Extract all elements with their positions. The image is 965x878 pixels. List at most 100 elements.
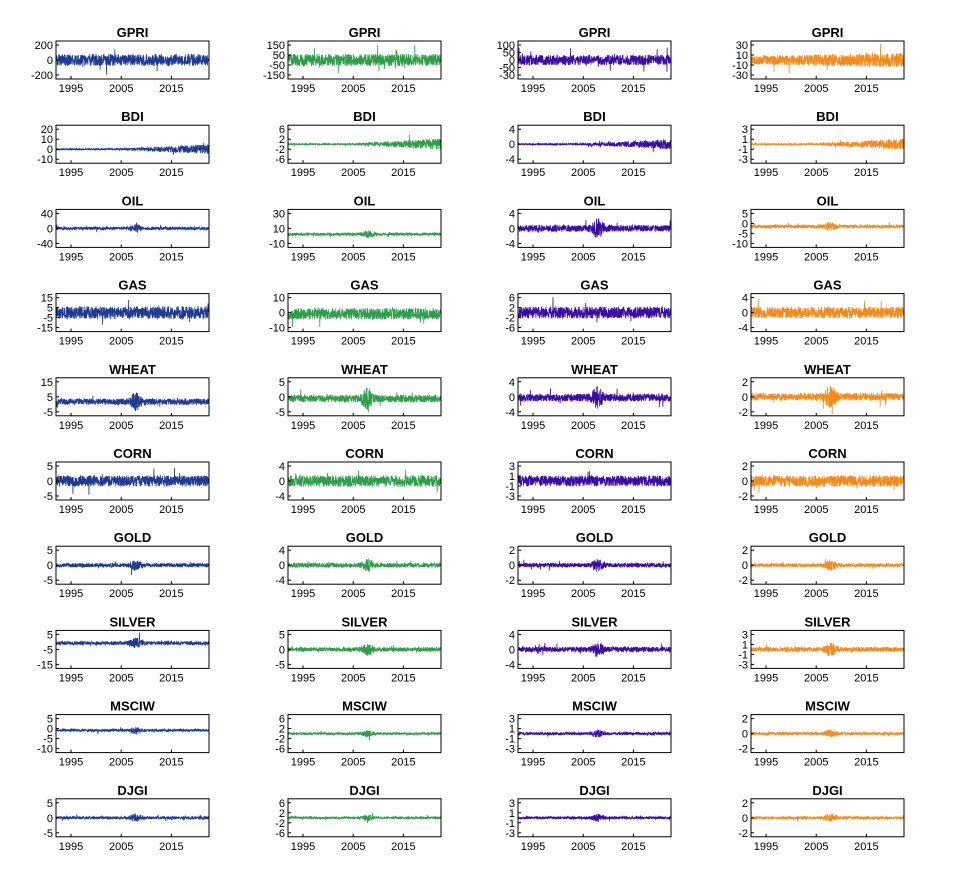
panel-corn-4: CORN 2 0 -2 1995 2005 2015 [738, 446, 905, 516]
y-tick-label: 0 [47, 724, 53, 736]
x-tick-label: 2005 [341, 83, 365, 95]
x-tick-label: 2005 [341, 841, 365, 853]
series-line [56, 467, 209, 495]
y-tick-label: 5 [742, 208, 748, 220]
panel-title: MSCIW [110, 699, 156, 714]
y-tick-label: -6 [505, 323, 515, 335]
y-tick-label: 10 [41, 134, 53, 146]
y-tick-label: 1 [509, 724, 515, 736]
y-tick-label: 40 [41, 208, 53, 220]
x-tick-label: 2015 [391, 251, 415, 263]
y-tick-label: 5 [279, 629, 285, 641]
series-line [518, 729, 671, 738]
panel-bdi-4: BDI 31-1-3 1995 2005 2015 [738, 109, 905, 179]
x-tick-label: 2005 [571, 672, 595, 684]
y-tick-label: -6 [275, 828, 285, 840]
x-tick-label: 2015 [391, 504, 415, 516]
x-tick-label: 2005 [804, 167, 828, 179]
x-tick-label: 1995 [521, 336, 545, 348]
panel-title: OIL [354, 193, 376, 208]
x-tick-label: 2015 [159, 757, 183, 769]
y-tick-label: 150 [267, 40, 285, 52]
y-tick-label: 0 [47, 223, 53, 235]
series-line [56, 142, 209, 155]
y-tick-label: 5 [47, 545, 53, 557]
y-tick-label: 2 [279, 808, 285, 820]
y-tick-label: -30 [732, 70, 748, 82]
series-line [56, 222, 209, 233]
series-line [288, 730, 441, 741]
panel-title: SILVER [572, 614, 619, 629]
x-tick-label: 2015 [391, 336, 415, 348]
series-line [518, 218, 671, 238]
x-tick-label: 2005 [109, 420, 133, 432]
y-tick-label: -5 [43, 644, 53, 656]
series-line [56, 392, 209, 412]
y-tick-label: -2 [738, 407, 748, 419]
x-tick-label: 2015 [854, 841, 878, 853]
y-tick-label: 4 [509, 124, 515, 136]
y-tick-label: -2 [738, 828, 748, 840]
y-tick-label: 0 [279, 392, 285, 404]
y-tick-label: -5 [43, 407, 53, 419]
y-tick-label: -10 [269, 238, 285, 250]
panel-gas-4: GAS 4 0 -4 1995 2005 2015 [738, 278, 905, 348]
y-tick-label: 6 [279, 124, 285, 136]
panel-title: WHEAT [571, 362, 618, 377]
y-tick-label: -4 [505, 154, 515, 166]
panel-title: GOLD [346, 530, 384, 545]
axes-frame [55, 293, 210, 333]
x-tick-label: 2015 [621, 336, 645, 348]
y-tick-label: 2 [279, 724, 285, 736]
x-tick-label: 1995 [754, 83, 778, 95]
panel-title: GPRI [349, 25, 381, 40]
series-line [56, 726, 209, 735]
x-tick-label: 2005 [341, 336, 365, 348]
x-tick-label: 2015 [159, 672, 183, 684]
y-tick-label: -6 [275, 154, 285, 166]
x-tick-label: 1995 [291, 588, 315, 600]
x-tick-label: 2005 [571, 757, 595, 769]
y-tick-label: 0 [742, 392, 748, 404]
y-tick-label: 15 [41, 377, 53, 389]
y-tick-label: 2 [742, 798, 748, 810]
x-tick-label: 2015 [621, 588, 645, 600]
y-tick-label: 15 [41, 293, 53, 305]
panel-title: CORN [575, 446, 613, 461]
y-tick-label: 4 [509, 629, 515, 641]
y-tick-label: 0 [279, 560, 285, 572]
y-tick-label: -15 [37, 323, 53, 335]
x-tick-label: 2015 [621, 420, 645, 432]
panel-title: GOLD [114, 530, 152, 545]
x-tick-label: 1995 [291, 420, 315, 432]
x-tick-label: 2015 [391, 420, 415, 432]
series-line [751, 729, 904, 738]
x-tick-label: 1995 [59, 420, 83, 432]
x-tick-label: 2005 [341, 167, 365, 179]
y-tick-label: 0 [509, 223, 515, 235]
series-line [288, 812, 441, 824]
y-tick-label: 4 [509, 377, 515, 389]
axes-frame [517, 293, 672, 333]
y-tick-label: -40 [37, 238, 53, 250]
series-line [518, 47, 671, 72]
panel-djgi-2: DJGI 62-2-6 1995 2005 2015 [275, 783, 442, 853]
axes-frame [287, 798, 442, 838]
y-tick-label: 0 [509, 55, 515, 67]
axes-frame [517, 798, 672, 838]
y-tick-label: -3 [738, 659, 748, 671]
y-tick-label: -2 [505, 313, 515, 325]
x-tick-label: 2005 [571, 588, 595, 600]
panel-oil-2: OIL 30 10 -10 1995 2005 2015 [269, 193, 442, 263]
series-line [288, 134, 441, 150]
y-tick-label: -3 [505, 744, 515, 756]
y-tick-label: 5 [47, 714, 53, 726]
panel-title: SILVER [110, 614, 157, 629]
series-line [751, 43, 904, 74]
y-tick-label: -3 [738, 154, 748, 166]
x-tick-label: 2015 [159, 588, 183, 600]
x-tick-label: 2005 [804, 336, 828, 348]
y-tick-label: 0 [742, 813, 748, 825]
panel-corn-2: CORN 4 0 -4 1995 2005 2015 [275, 446, 442, 516]
panel-title: DJGI [117, 783, 147, 798]
